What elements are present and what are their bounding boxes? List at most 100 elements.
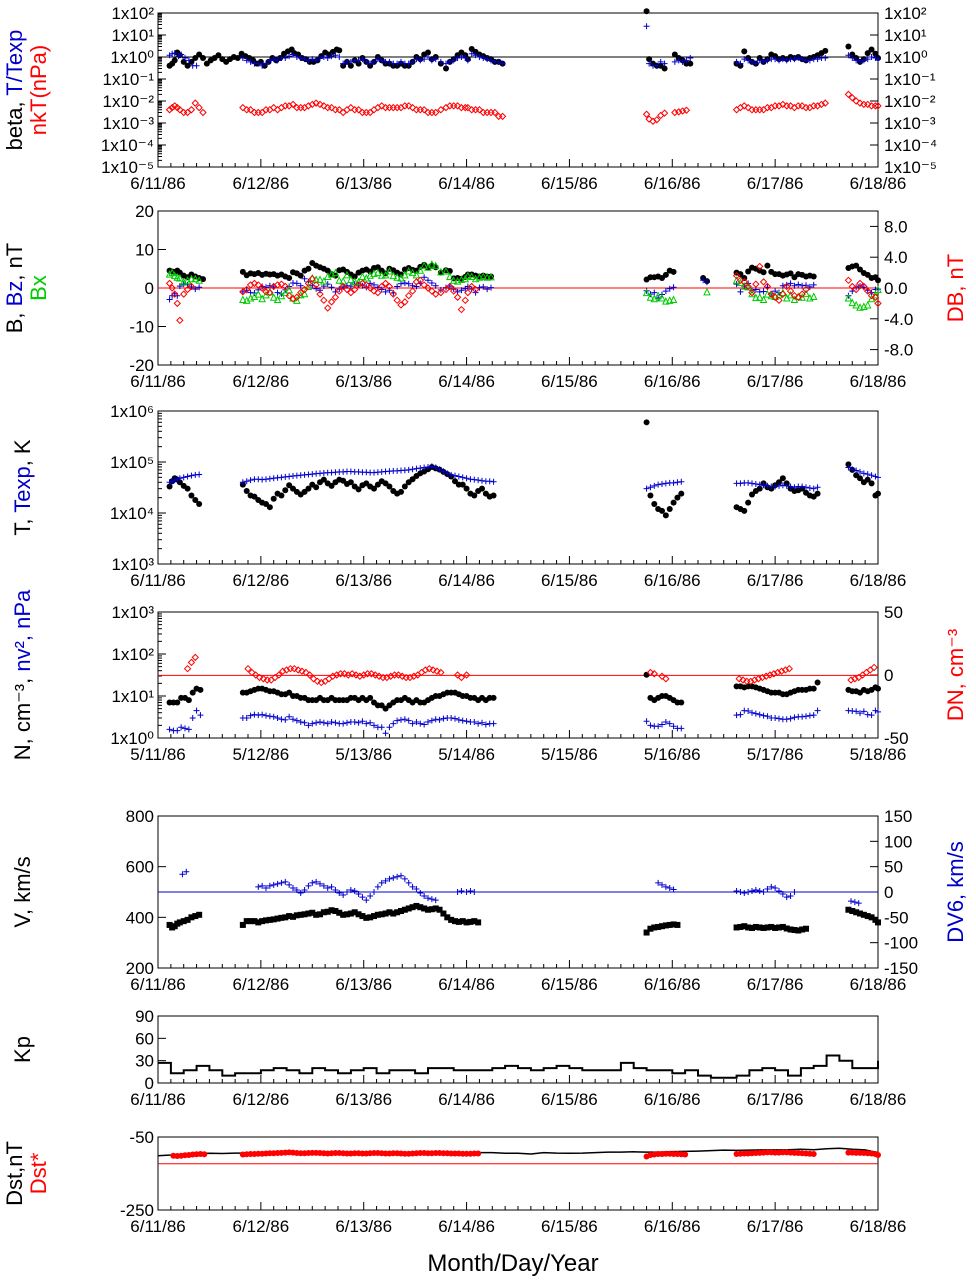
data-point-diamond	[457, 673, 466, 682]
x-tick-label: 6/13/86	[335, 1217, 392, 1236]
data-point-plus	[860, 708, 867, 715]
data-point-plus	[382, 877, 389, 884]
series-bfield-0	[166, 259, 881, 285]
data-point-square	[196, 911, 203, 918]
data-point-plus	[745, 57, 752, 64]
data-point-square	[803, 925, 809, 932]
data-point-plus	[320, 882, 327, 889]
data-point-diamond	[468, 282, 476, 291]
data-point-diamond	[354, 106, 363, 114]
x-tick-label: 6/17/86	[747, 571, 804, 590]
data-point-plus	[398, 58, 404, 65]
data-point-diamond	[437, 288, 445, 297]
series-beta-1	[166, 23, 881, 69]
y-axis-title-part: Bx	[26, 275, 51, 301]
data-point-diamond	[453, 102, 462, 110]
series-velocity-1	[179, 868, 862, 907]
data-point-diamond	[254, 108, 262, 117]
data-point-square	[875, 919, 881, 926]
data-point-plus	[845, 464, 852, 471]
data-point-plus	[317, 880, 323, 887]
data-point-diamond	[744, 282, 752, 291]
data-point-dot	[651, 501, 658, 508]
data-point-square	[864, 913, 871, 920]
data-point-plus	[455, 716, 462, 723]
data-point-diamond	[740, 278, 748, 286]
y2-tick-label: 1x10⁻³	[884, 114, 936, 133]
data-point-diamond	[329, 672, 337, 680]
x-axis-title: Month/Day/Year	[427, 1250, 599, 1277]
data-point-diamond	[333, 671, 341, 679]
data-point-plus	[394, 717, 401, 724]
data-point-plus	[305, 882, 312, 889]
data-point-diamond	[306, 671, 314, 679]
data-point-plus	[776, 715, 782, 722]
x-tick-label: 5/18/86	[850, 745, 907, 764]
data-point-plus	[875, 56, 881, 63]
data-point-dot	[875, 1152, 881, 1159]
data-point-plus	[371, 58, 377, 65]
data-point-diamond	[273, 281, 282, 289]
data-point-plus	[243, 478, 250, 485]
data-point-diamond	[461, 103, 469, 112]
x-tick-label: 6/15/86	[541, 372, 598, 391]
data-point-plus	[363, 720, 370, 727]
data-point-diamond	[327, 298, 336, 306]
data-point-plus	[421, 274, 428, 281]
data-point-square	[180, 918, 187, 925]
y-tick-label: 1x10²	[111, 645, 154, 664]
data-point-square	[413, 902, 420, 909]
data-point-square	[791, 927, 798, 933]
data-point-plus	[855, 900, 862, 907]
data-point-diamond	[642, 110, 651, 118]
data-point-plus	[458, 54, 465, 60]
data-point-diamond	[754, 675, 763, 683]
data-point-diamond	[293, 293, 301, 301]
data-point-plus	[749, 887, 755, 894]
data-point-plus	[791, 484, 798, 491]
data-point-diamond	[344, 671, 352, 679]
data-point-plus	[436, 716, 443, 723]
data-point-diamond	[774, 668, 782, 677]
data-point-plus	[178, 724, 185, 731]
data-point-plus	[290, 716, 296, 723]
data-point-diamond	[487, 108, 495, 117]
data-point-plus	[239, 479, 246, 486]
data-point-dot	[845, 461, 852, 468]
data-point-diamond	[450, 102, 458, 110]
data-point-triangle	[848, 298, 857, 307]
data-point-diamond	[348, 670, 356, 678]
data-point-plus	[286, 713, 293, 720]
data-point-plus	[301, 275, 308, 282]
data-point-plus	[749, 480, 755, 487]
data-point-diamond	[347, 288, 355, 297]
series-dst-1	[170, 1149, 881, 1160]
data-point-square	[752, 923, 759, 930]
data-point-plus	[783, 716, 790, 723]
data-point-triangle	[408, 268, 417, 277]
data-point-square	[670, 921, 677, 928]
data-point-plus	[336, 286, 343, 293]
data-point-square	[421, 905, 428, 912]
data-point-diamond	[168, 103, 176, 112]
data-point-plus	[806, 484, 813, 491]
data-point-plus	[166, 726, 173, 733]
data-point-plus	[390, 720, 397, 727]
data-point-square	[776, 924, 782, 931]
data-point-square	[266, 916, 273, 923]
panel-kp: 6/11/86 6/12/86 6/13/86 6/14/86 6/15/86 6/16/…	[10, 1007, 906, 1109]
data-point-diamond	[316, 100, 324, 109]
data-point-plus	[363, 58, 370, 65]
data-point-dot	[184, 485, 191, 492]
y-axis-title-part: B,	[2, 306, 27, 333]
data-point-dot	[810, 273, 817, 280]
data-point-plus	[243, 714, 250, 721]
data-point-square	[760, 924, 767, 931]
data-point-diamond	[191, 653, 199, 662]
y-axis-title-part: N, cm⁻³,	[10, 672, 35, 761]
data-point-dot	[351, 273, 358, 280]
kp-step-line	[158, 1054, 879, 1079]
data-point-diamond	[653, 116, 661, 124]
data-point-diamond	[393, 296, 401, 305]
data-point-plus	[482, 721, 489, 728]
